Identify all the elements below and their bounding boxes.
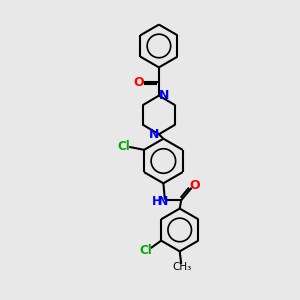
Text: N: N xyxy=(158,195,169,208)
Text: N: N xyxy=(159,88,169,101)
Text: N: N xyxy=(148,128,159,141)
Text: O: O xyxy=(134,76,144,89)
Text: O: O xyxy=(190,179,200,193)
Text: H: H xyxy=(152,195,161,208)
Text: CH₃: CH₃ xyxy=(172,262,191,272)
Text: Cl: Cl xyxy=(118,140,130,153)
Text: Cl: Cl xyxy=(139,244,152,257)
